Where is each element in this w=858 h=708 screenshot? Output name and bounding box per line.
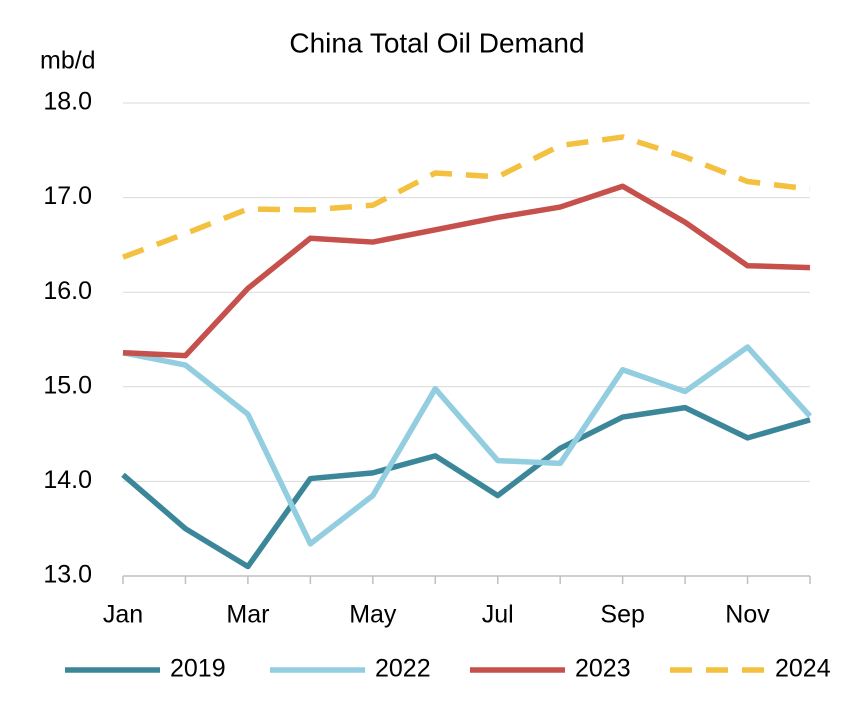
x-tick-label: Jan	[103, 601, 143, 629]
x-tick-label: Jul	[482, 601, 514, 629]
y-tick-label: 15.0	[43, 371, 92, 399]
x-tick-label: Sep	[600, 601, 644, 629]
x-tick-label: May	[349, 601, 397, 629]
y-tick-label: 16.0	[43, 277, 92, 305]
y-tick-label: 18.0	[43, 88, 92, 116]
series-line	[121, 404, 811, 570]
series-line	[122, 134, 811, 260]
y-tick-label: 17.0	[43, 182, 92, 210]
y-tick-label: 14.0	[43, 466, 92, 494]
series-line	[122, 344, 813, 547]
y-axis-label: mb/d	[40, 47, 96, 75]
legend-label: 2024	[775, 655, 831, 683]
x-tick-label: Mar	[226, 601, 269, 629]
legend-label: 2022	[375, 655, 431, 683]
legend-label: 2023	[575, 655, 631, 683]
series-line	[122, 183, 811, 359]
legend-label: 2019	[170, 655, 226, 683]
x-tick-label: Nov	[725, 601, 770, 629]
chart-title: China Total Oil Demand	[289, 27, 584, 58]
y-tick-label: 13.0	[43, 561, 92, 589]
